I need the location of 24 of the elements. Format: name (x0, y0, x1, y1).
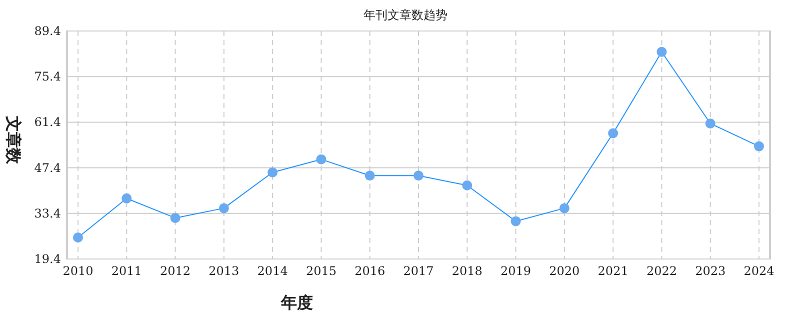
x-tick-label: 2011 (111, 264, 142, 278)
x-tick-label: 2019 (500, 264, 532, 278)
x-tick-label: 2010 (62, 264, 94, 278)
y-tick-label: 89.4 (34, 24, 62, 38)
x-tick-label: 2014 (257, 264, 288, 278)
x-tick-label: 2016 (354, 264, 386, 278)
y-tick-label: 19.4 (34, 252, 62, 266)
x-tick-label: 2024 (744, 264, 775, 278)
x-tick-label: 2017 (403, 264, 434, 278)
chart-title: 年刊文章数趋势 (364, 8, 448, 22)
x-tick-label: 2022 (646, 264, 677, 278)
x-tick-label: 2018 (452, 264, 482, 278)
x-tick-label: 2013 (208, 264, 240, 278)
y-tick-label: 33.4 (34, 206, 62, 220)
y-tick-label: 47.4 (34, 160, 62, 175)
y-tick-label: 61.4 (34, 115, 62, 130)
y-tick-label: 75.4 (34, 70, 62, 84)
x-tick-label: 2015 (306, 264, 336, 278)
x-tick-label: 2012 (160, 264, 191, 278)
x-tick-label: 2023 (695, 264, 726, 278)
x-axis-title: 年度 (280, 293, 313, 312)
y-axis-title: 文章数 (4, 115, 22, 165)
x-tick-label: 2021 (598, 264, 628, 278)
x-tick-label: 2020 (549, 264, 580, 278)
